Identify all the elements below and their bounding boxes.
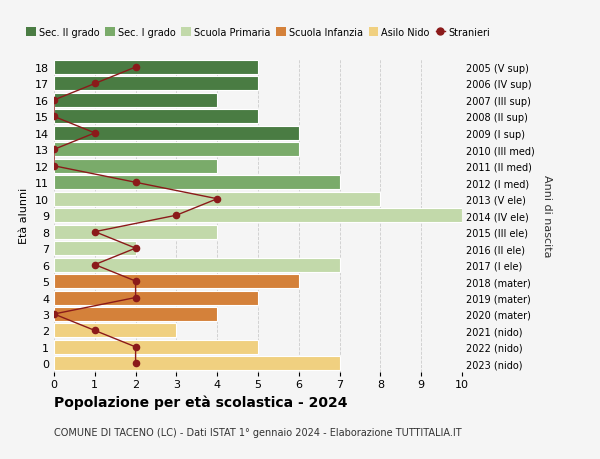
Bar [54,340,258,354]
Point [131,360,140,367]
Bar [54,127,299,140]
Bar [54,77,258,91]
Bar [54,274,299,288]
Bar [54,225,217,239]
Point [131,294,140,302]
Bar [54,61,258,75]
Bar [54,176,340,190]
Point [49,311,59,318]
Point [90,130,100,137]
Bar [54,159,217,174]
Bar [54,209,462,223]
Point [90,229,100,236]
Point [49,146,59,154]
Bar [54,192,380,206]
Legend: Sec. II grado, Sec. I grado, Scuola Primaria, Scuola Infanzia, Asilo Nido, Stran: Sec. II grado, Sec. I grado, Scuola Prim… [22,24,494,42]
Point [131,278,140,285]
Bar [54,94,217,108]
Point [131,64,140,72]
Point [49,163,59,170]
Point [90,261,100,269]
Bar [54,241,136,256]
Bar [54,258,340,272]
Bar [54,357,340,370]
Bar [54,324,176,338]
Point [131,179,140,186]
Point [212,196,222,203]
Point [49,97,59,104]
Point [131,343,140,351]
Bar [54,110,258,124]
Y-axis label: Età alunni: Età alunni [19,188,29,244]
Text: Popolazione per età scolastica - 2024: Popolazione per età scolastica - 2024 [54,395,347,409]
Bar [54,291,258,305]
Point [172,212,181,219]
Bar [54,143,299,157]
Y-axis label: Anni di nascita: Anni di nascita [542,174,551,257]
Point [90,81,100,88]
Point [131,245,140,252]
Point [90,327,100,335]
Text: COMUNE DI TACENO (LC) - Dati ISTAT 1° gennaio 2024 - Elaborazione TUTTITALIA.IT: COMUNE DI TACENO (LC) - Dati ISTAT 1° ge… [54,427,461,437]
Bar [54,308,217,321]
Point [49,113,59,121]
